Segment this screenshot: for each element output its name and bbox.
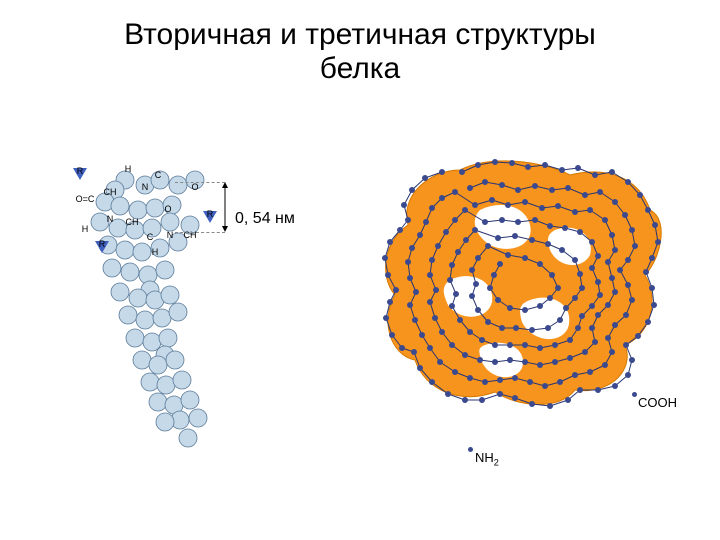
dimension-line-bottom (175, 232, 225, 233)
svg-text:O=C: O=C (76, 194, 95, 204)
svg-text:N: N (107, 214, 114, 224)
svg-text:C: C (155, 170, 162, 180)
tertiary-structure-blob (360, 150, 680, 430)
secondary-structure-helix: RHCNOOCHO=CHNCHCNCHRHR (50, 150, 300, 480)
svg-text:H: H (82, 224, 89, 234)
cooh-label: COOH (638, 395, 677, 410)
nh2-label: NH2 (475, 450, 499, 468)
svg-text:R: R (99, 239, 106, 249)
svg-text:CH: CH (104, 187, 117, 197)
svg-text:O: O (164, 204, 171, 214)
svg-text:N: N (167, 230, 174, 240)
title-line2: белка (0, 52, 720, 86)
svg-text:R: R (207, 209, 214, 219)
svg-text:O: O (191, 182, 198, 192)
svg-text:H: H (152, 247, 159, 257)
svg-text:C: C (147, 232, 154, 242)
svg-text:CH: CH (126, 217, 139, 227)
svg-text:H: H (125, 164, 132, 174)
title-line1: Вторичная и третичная структуры (0, 18, 720, 52)
dimension-line-top (175, 182, 225, 183)
svg-text:R: R (77, 166, 84, 176)
svg-text:N: N (142, 182, 149, 192)
dimension-label: 0, 54 нм (235, 210, 295, 228)
